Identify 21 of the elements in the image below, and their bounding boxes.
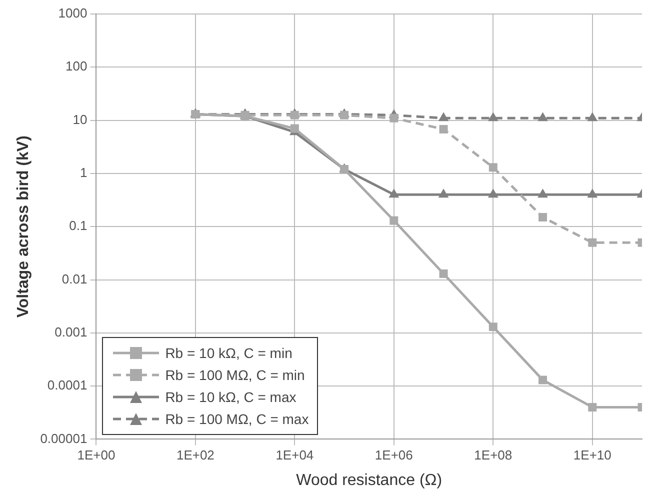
y-tick-label: 0.00001 — [40, 430, 88, 446]
x-tick-label: 1E+00 — [77, 448, 116, 463]
legend-label: Rb = 100 MΩ, C = max — [165, 411, 309, 428]
legend-label: Rb = 10 kΩ, C = min — [165, 345, 292, 362]
y-tick-label: 0.001 — [54, 324, 88, 340]
x-tick-label: 1E+06 — [374, 448, 413, 463]
y-tick-label: 100 — [65, 58, 88, 74]
x-tick-label: 1E+02 — [176, 448, 214, 463]
y-tick-label: 1000 — [58, 6, 88, 21]
x-axis-title: Wood resistance (Ω) — [296, 472, 442, 489]
legend-label: Rb = 10 kΩ, C = max — [165, 389, 296, 406]
x-tick-label: 1E+04 — [276, 448, 314, 463]
y-tick-label: 0.1 — [69, 218, 88, 234]
y-tick-label: 10 — [72, 112, 88, 127]
x-tick-label: 1E+08 — [474, 448, 512, 463]
y-tick-label: 1 — [80, 165, 88, 180]
y-tick-label: 0.0001 — [47, 378, 88, 393]
y-tick-label: 0.01 — [62, 271, 88, 286]
y-axis-title: Voltage across bird (kV) — [15, 136, 32, 318]
x-tick-label: 1E+10 — [573, 448, 612, 463]
legend-label: Rb = 100 MΩ, C = min — [165, 367, 305, 384]
